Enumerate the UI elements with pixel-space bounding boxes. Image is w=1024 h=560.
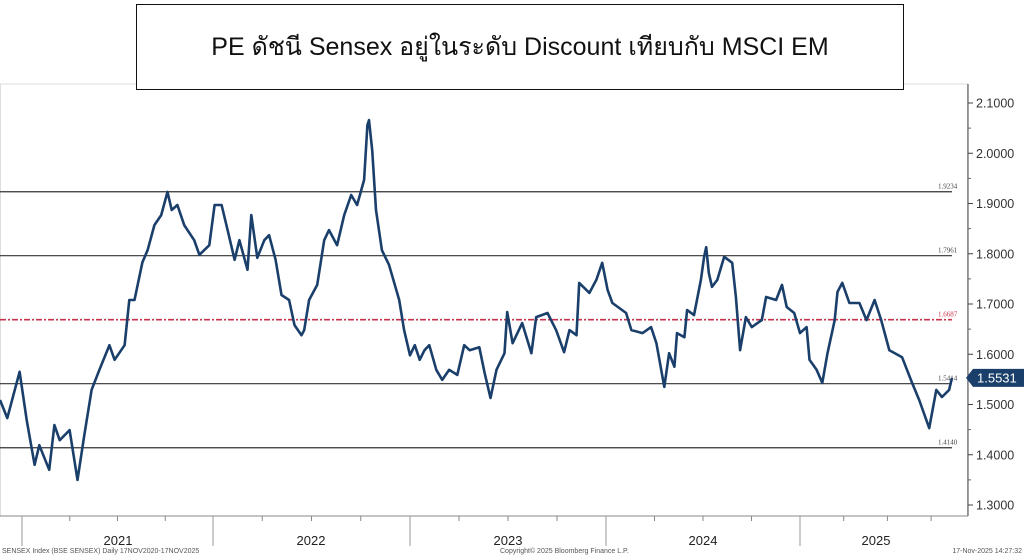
footer-source: SENSEX Index (BSE SENSEX) Daily 17NOV202… [2, 548, 200, 555]
reference-line-label: 1.9234 [938, 183, 958, 191]
reference-line-label: 1.5414 [938, 375, 958, 383]
y-tick-label: 1.9000 [976, 197, 1014, 211]
y-tick-label: 1.4000 [976, 448, 1014, 462]
y-tick-label: 1.5000 [976, 398, 1014, 412]
x-tick-label: 2023 [494, 533, 523, 548]
y-tick-label: 1.8000 [976, 247, 1014, 261]
reference-line-label: 1.7961 [938, 247, 958, 255]
x-tick-label: 2025 [862, 533, 891, 548]
x-tick-label: 2022 [297, 533, 326, 548]
last-value-tag [966, 368, 1024, 387]
y-tick-label: 1.7000 [976, 298, 1014, 312]
footer-timestamp: 17-Nov-2025 14:27:32 [952, 548, 1022, 555]
y-tick-label: 2.1000 [976, 97, 1014, 111]
x-tick-label: 2024 [689, 533, 718, 548]
footer-copyright: Copyright© 2025 Bloomberg Finance L.P. [500, 548, 629, 555]
y-tick-label: 1.6000 [976, 348, 1014, 362]
y-tick-label: 1.3000 [976, 499, 1014, 513]
chart-title: PE ดัชนี Sensex อยู่ในระดับ Discount เที… [136, 4, 904, 90]
reference-line-label: 1.6687 [938, 311, 958, 319]
pe-ratio-line [0, 118, 954, 482]
y-tick-label: 2.0000 [976, 147, 1014, 161]
x-tick-label: 2021 [104, 533, 133, 548]
reference-line-label: 1.4140 [938, 439, 958, 447]
plot-area [0, 83, 968, 517]
last-value-label: 1.5531 [977, 370, 1017, 385]
